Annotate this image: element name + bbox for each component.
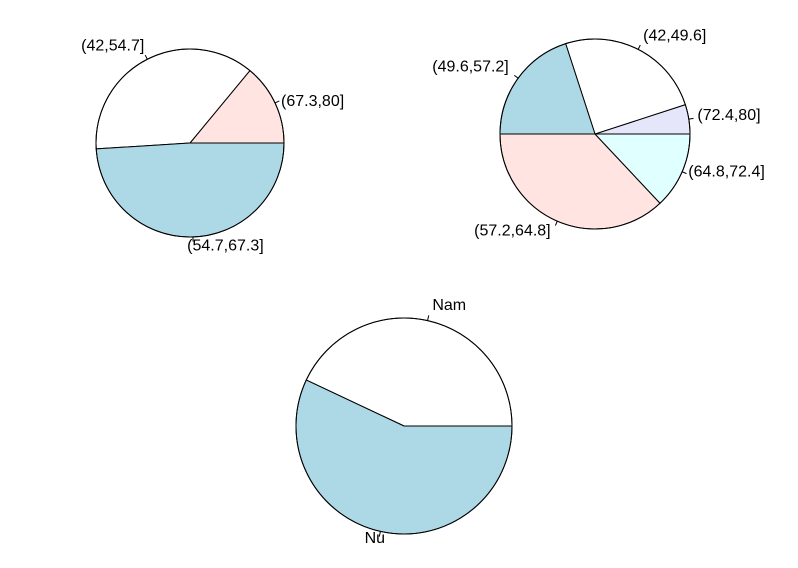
slice-label: (67.3,80] (281, 93, 344, 110)
slice-label: (49.6,57.2] (432, 58, 509, 75)
pie-chart-3: Nam Nu (295, 297, 513, 547)
leader-line (144, 54, 148, 60)
leader-line (427, 315, 430, 321)
pie-outline (95, 48, 285, 238)
leader-line (274, 100, 280, 104)
slice-label: Nam (432, 297, 466, 314)
slice-label: Nu (365, 530, 385, 547)
leader-line (554, 220, 558, 226)
slice-label: (42,54.7] (81, 37, 144, 54)
pie-chart-1: (67.3,80] (42,54.7] (54.7,67.3] (81, 37, 344, 254)
pie-outline (499, 38, 691, 230)
leader-line (681, 171, 687, 175)
pie-chart-2: (72.4,80] (42,49.6] (49.6,57.2] (57.2,64.8]… (432, 27, 765, 239)
leader-line (637, 44, 641, 50)
leader-line (688, 117, 694, 120)
pie-outline (295, 317, 513, 535)
leader-line (514, 74, 519, 79)
slice-label: (42,49.6] (643, 27, 706, 44)
slice-label: (54.7,67.3] (187, 238, 264, 255)
slice-label: (64.8,72.4] (688, 163, 765, 180)
slice-label: (57.2,64.8] (474, 222, 551, 239)
slice-label: (72.4,80] (697, 107, 760, 124)
leader-line (378, 531, 381, 537)
pie-slice (95, 142, 285, 238)
